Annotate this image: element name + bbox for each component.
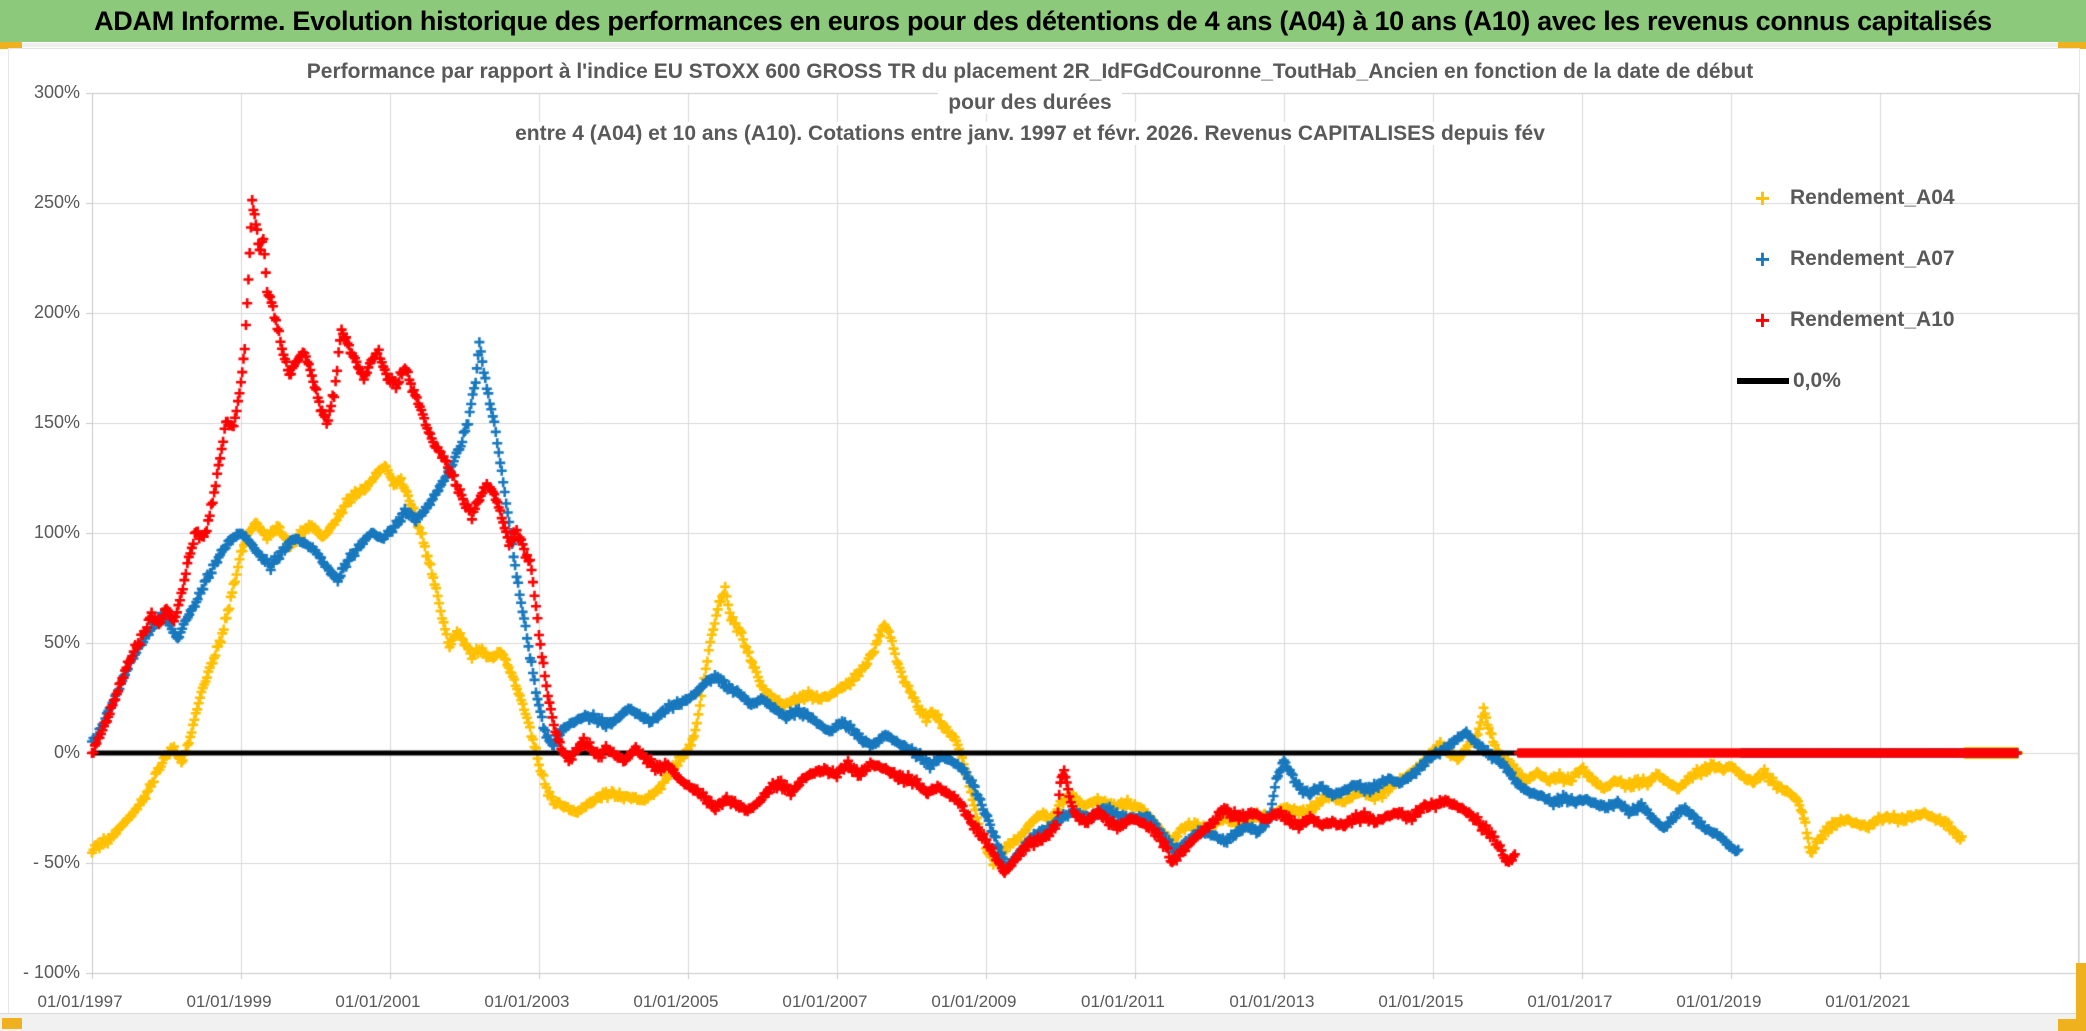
legend-marker-a10: + bbox=[1754, 305, 1771, 335]
x-axis-label: 01/01/2001 bbox=[335, 992, 421, 1011]
x-axis-label: 01/01/2021 bbox=[1825, 992, 1911, 1011]
legend-item-zero-line: 0,0% bbox=[1735, 359, 2080, 403]
y-axis-label: 300% bbox=[33, 82, 80, 102]
y-axis-label: 250% bbox=[33, 192, 80, 212]
y-axis-label: - 50% bbox=[32, 852, 80, 872]
x-axis-label: 01/01/2019 bbox=[1676, 992, 1762, 1011]
x-axis-label: 01/01/2011 bbox=[1080, 992, 1165, 1011]
legend-marker-a04: + bbox=[1754, 183, 1771, 213]
legend-zero-line-swatch bbox=[1737, 378, 1789, 384]
legend-label-a10: Rendement_A10 bbox=[1790, 308, 1955, 331]
x-axis-label: 01/01/2009 bbox=[931, 992, 1017, 1011]
x-axis-label: 01/01/2015 bbox=[1378, 992, 1464, 1011]
bottom-strip bbox=[0, 1013, 2086, 1031]
chart-title-line-3: entre 4 (A04) et 10 ans (A10). Cotations… bbox=[505, 122, 1555, 145]
y-axis-label: 50% bbox=[43, 632, 80, 652]
x-axis-label: 01/01/2017 bbox=[1527, 992, 1613, 1011]
legend-marker-a07: + bbox=[1754, 244, 1771, 274]
gold-accent-right-bar bbox=[2076, 963, 2086, 1031]
x-axis-label: 01/01/2005 bbox=[633, 992, 719, 1011]
x-axis-label: 01/01/2007 bbox=[782, 992, 868, 1011]
legend-label-a07: Rendement_A07 bbox=[1790, 247, 1955, 270]
y-axis-label: 150% bbox=[33, 412, 80, 432]
y-axis-label: - 100% bbox=[22, 962, 80, 982]
x-axis-label: 01/01/1999 bbox=[186, 992, 272, 1011]
chart-title: Performance par rapport à l'indice EU ST… bbox=[180, 56, 1880, 149]
chart-title-line-1: Performance par rapport à l'indice EU ST… bbox=[296, 60, 1764, 83]
legend-label-a04: Rendement_A04 bbox=[1790, 186, 1955, 209]
gold-accent-bottom-left bbox=[2, 1018, 22, 1029]
x-axis-label: 01/01/2013 bbox=[1229, 992, 1315, 1011]
legend-label-zero-line: 0,0% bbox=[1793, 369, 1841, 392]
y-axis-label: 200% bbox=[33, 302, 80, 322]
legend-item-a07: + Rendement_A07 bbox=[1735, 237, 2080, 281]
legend-item-a10: + Rendement_A10 bbox=[1735, 298, 2080, 342]
gold-accent-bottom-right bbox=[2058, 1019, 2086, 1031]
legend-item-a04: + Rendement_A04 bbox=[1735, 176, 2080, 220]
y-axis-label: 0% bbox=[53, 742, 80, 762]
legend: + Rendement_A04 + Rendement_A07 + Rendem… bbox=[1735, 176, 2080, 420]
chart-title-line-2: pour des durées bbox=[938, 91, 1122, 114]
y-axis-label: 100% bbox=[33, 522, 80, 542]
x-axis-label: 01/01/1997 bbox=[37, 992, 123, 1011]
x-axis-label: 01/01/2003 bbox=[484, 992, 570, 1011]
